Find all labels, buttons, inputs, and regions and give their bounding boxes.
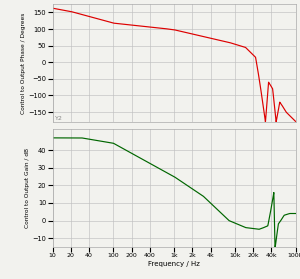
Y-axis label: Control to Output Gain / dB: Control to Output Gain / dB (25, 148, 30, 228)
Text: Y2: Y2 (55, 116, 63, 121)
X-axis label: Frequency / Hz: Frequency / Hz (148, 261, 200, 267)
Y-axis label: Control to Output Phase / Degrees: Control to Output Phase / Degrees (21, 12, 26, 114)
